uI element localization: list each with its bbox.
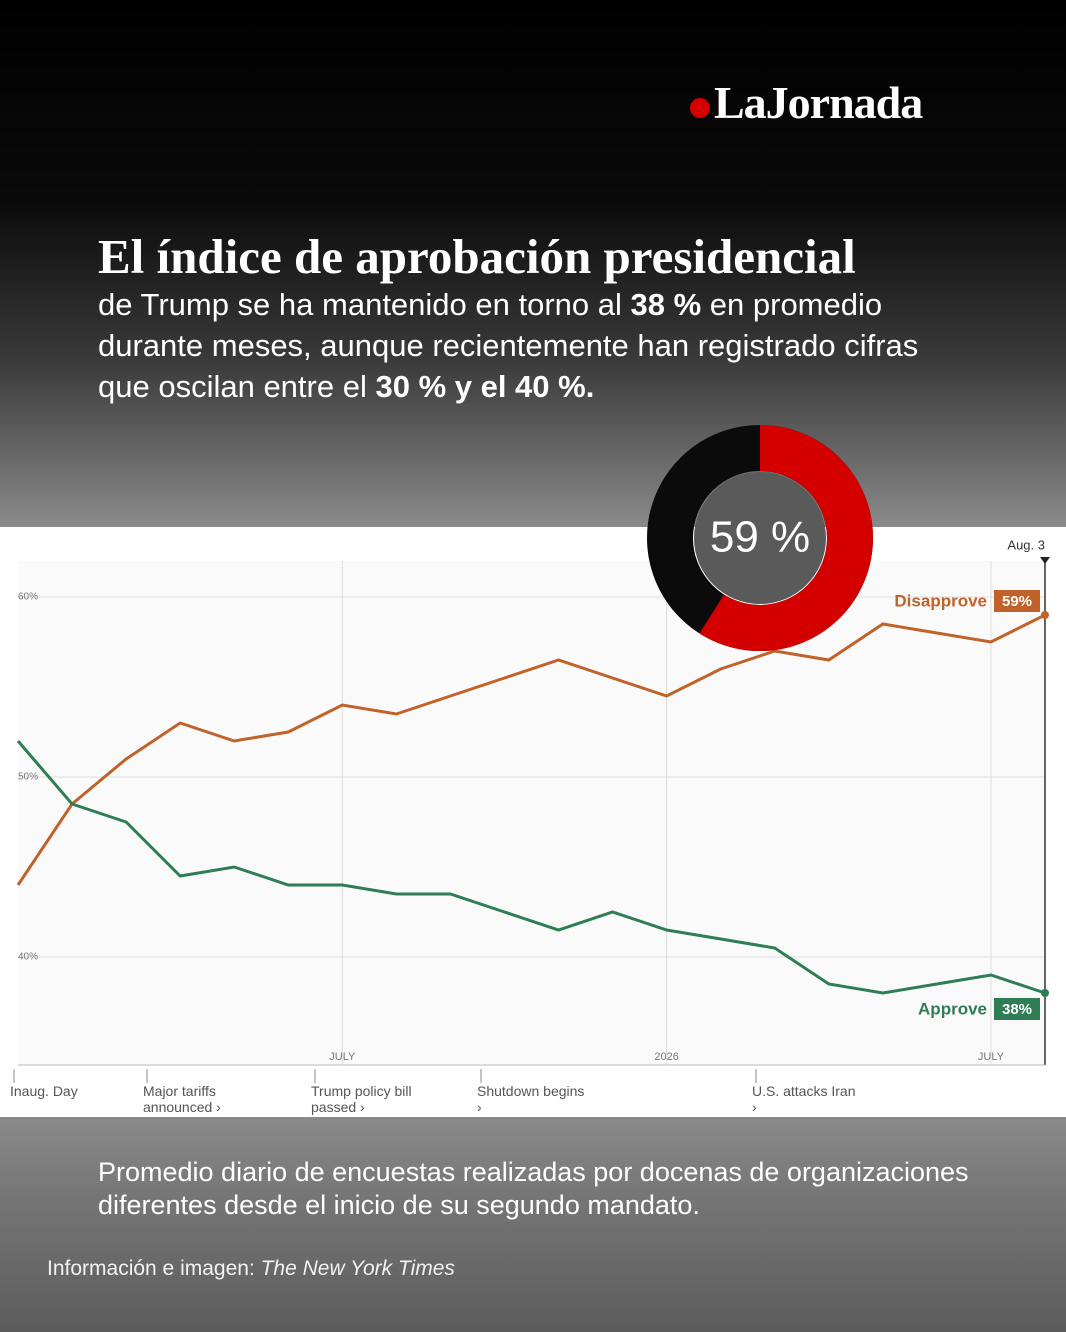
value-label: 38% [1002, 1001, 1032, 1018]
source-name: The New York Times [260, 1257, 455, 1280]
line-chart: 60% 50% 40% JULY 2026 JULY Aug. 3 59% Disapprove… [13, 537, 1050, 1083]
annotation: Major tariffs announced › [143, 1083, 221, 1115]
source-prefix: Información e imagen: [47, 1257, 261, 1280]
plot-bg [18, 561, 1045, 1065]
x-tick-label: JULY [978, 1051, 1005, 1063]
subtitle-run: en promedio durante meses, aunque recien… [98, 287, 919, 404]
subtitle: de Trump se ha mantenido en torno al 38 … [98, 284, 958, 407]
annotation: Shutdown begins › [477, 1083, 585, 1115]
annotation: Inaug. Day [10, 1083, 78, 1099]
y-tick-label: 40% [18, 952, 38, 963]
y-tick-label: 50% [18, 772, 38, 783]
subtitle-run: de Trump se ha mantenido en torno al [98, 287, 631, 322]
value-label: 59% [1002, 593, 1032, 610]
donut-label: 59 % [710, 513, 810, 562]
annotation: Trump policy bill passed › [311, 1083, 412, 1115]
donut-center [694, 472, 826, 604]
x-tick-label: JULY [329, 1051, 356, 1063]
end-point [1041, 611, 1049, 619]
subtitle-run: 38 % [630, 287, 702, 322]
annotation: U.S. attacks Iran › [752, 1083, 856, 1115]
series-line [16, 613, 1046, 886]
donut-arc [699, 425, 873, 651]
end-point [1041, 989, 1049, 997]
donut-chart: 59 % [647, 425, 873, 651]
chart-panel: 60% 50% 40% JULY 2026 JULY Aug. 3 59% Disapprove… [0, 527, 1066, 1117]
logo-text: LaJornada [714, 77, 923, 128]
footer-text: Promedio diario de encuestas realizadas … [98, 1157, 969, 1220]
series-label: Disapprove [894, 591, 987, 610]
source: Información e imagen: The New York Times [47, 1257, 455, 1281]
headline: El índice de aprobación presidencial [98, 229, 856, 284]
value-label-bg [994, 998, 1040, 1020]
x-tick-label: 2026 [654, 1051, 678, 1063]
subtitle-run: 30 % y el 40 %. [375, 369, 595, 404]
x-tick-label: Aug. 3 [1007, 537, 1045, 552]
y-tick-label: 60% [18, 592, 38, 603]
value-label-bg [994, 590, 1040, 612]
series-line [16, 740, 1046, 995]
series-label: Approve [918, 999, 987, 1018]
end-marker [1040, 557, 1050, 564]
logo: LaJornada [690, 76, 923, 129]
